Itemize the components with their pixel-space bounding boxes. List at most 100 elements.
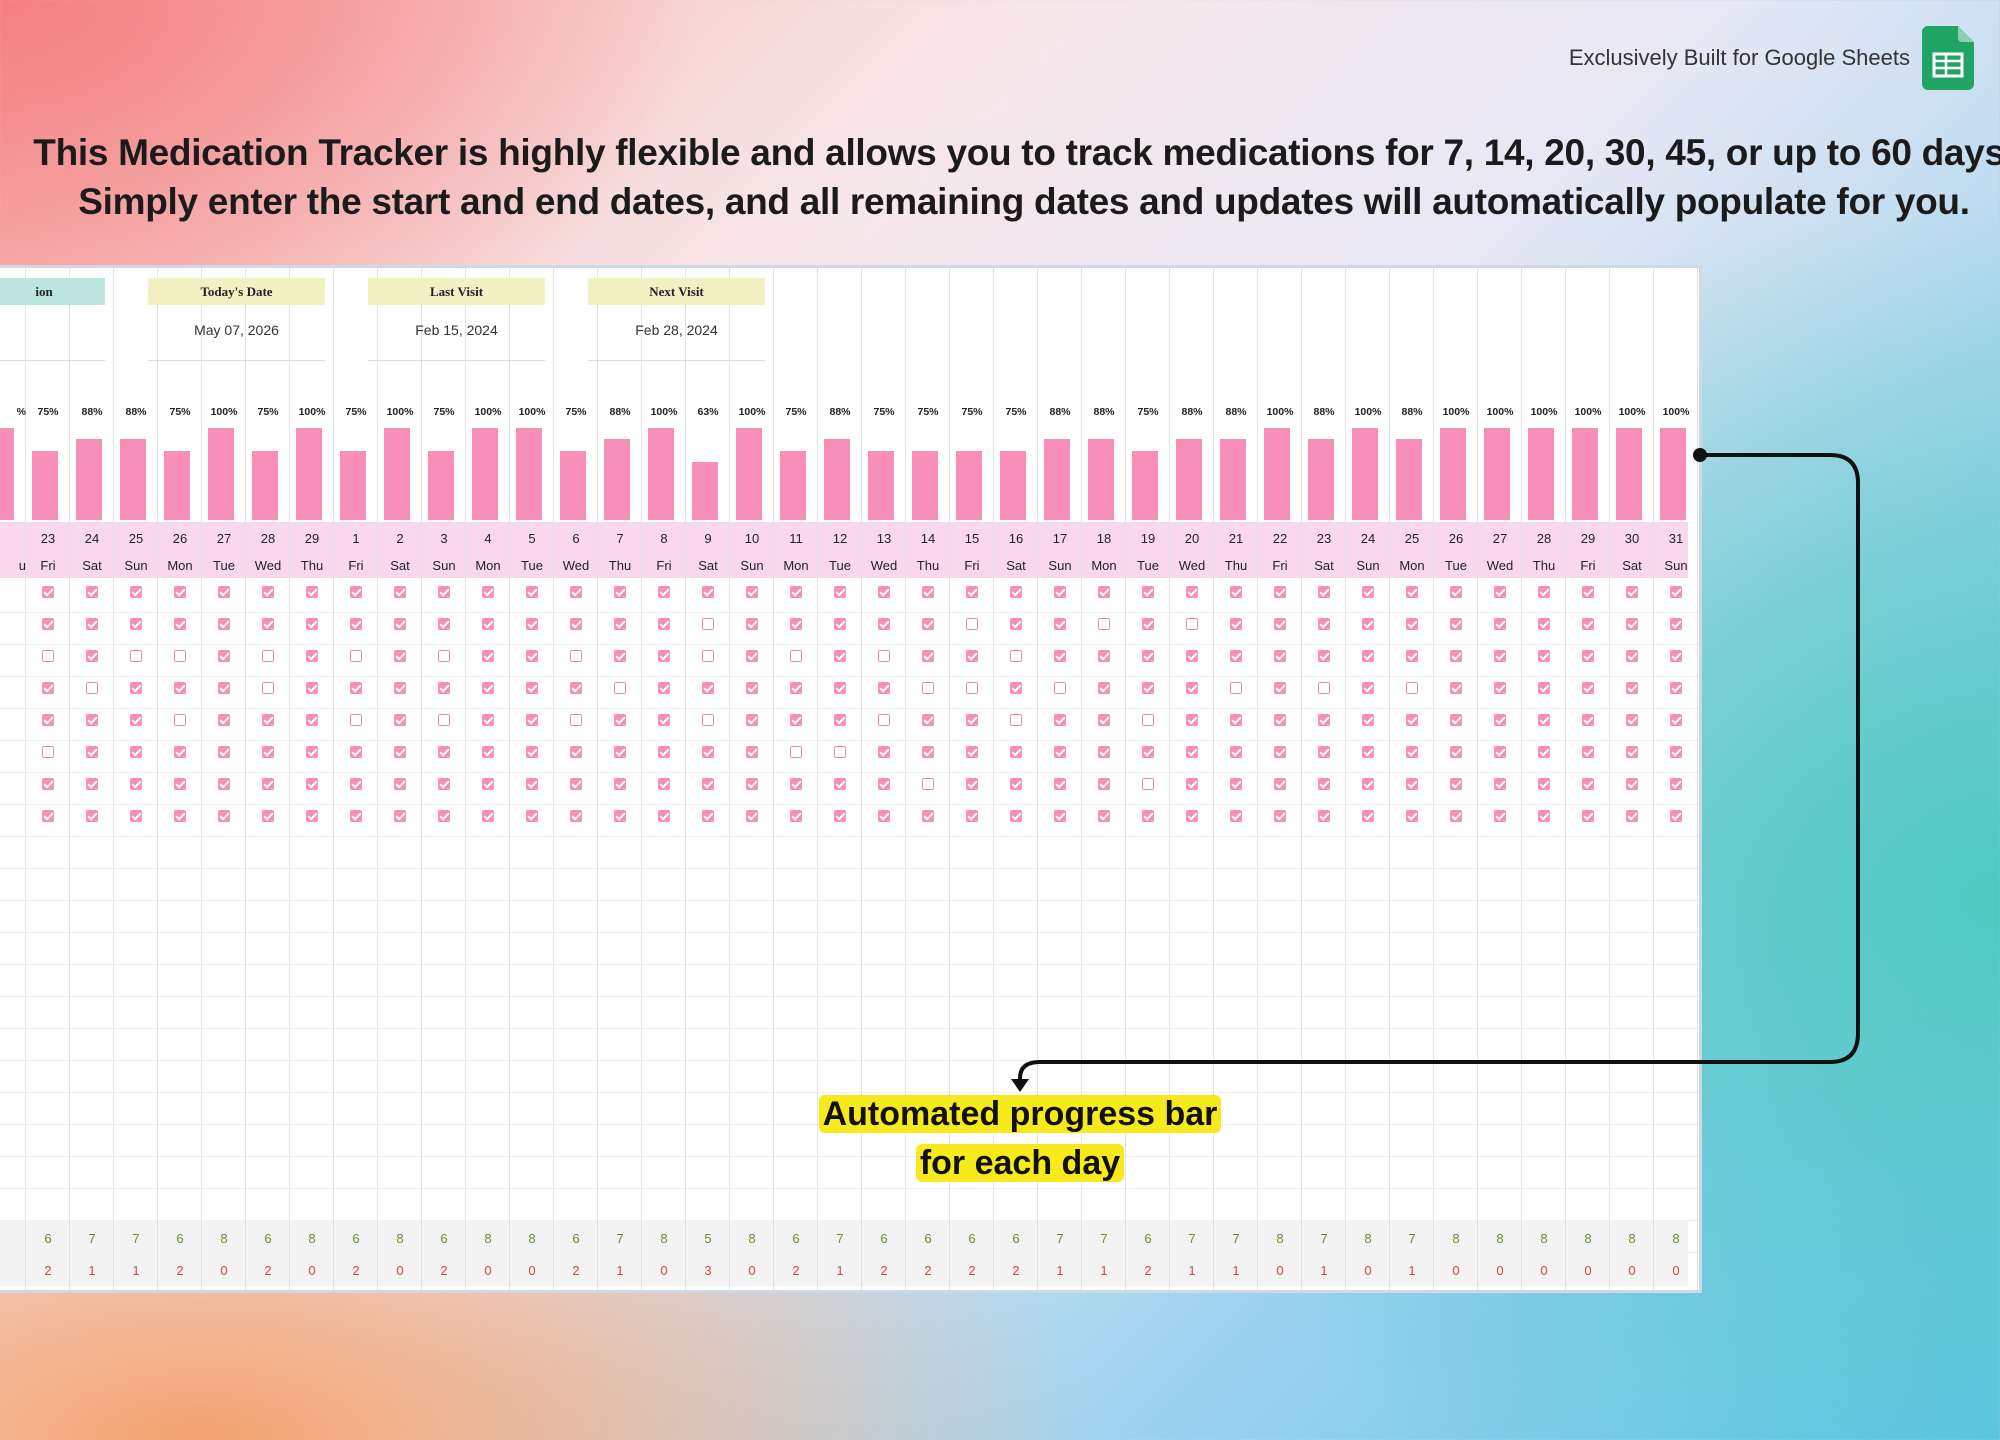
dose-checkbox[interactable] (702, 586, 714, 598)
dose-checkbox[interactable] (1362, 778, 1374, 790)
dose-checkbox[interactable] (130, 810, 142, 822)
dose-checkbox[interactable] (1318, 778, 1330, 790)
dose-checkbox[interactable] (86, 650, 98, 662)
dose-checkbox[interactable] (1010, 714, 1022, 726)
dose-checkbox[interactable] (790, 682, 802, 694)
dose-checkbox[interactable] (1274, 714, 1286, 726)
dose-checkbox[interactable] (1670, 586, 1682, 598)
dose-checkbox[interactable] (702, 714, 714, 726)
dose-checkbox[interactable] (570, 586, 582, 598)
dose-checkbox[interactable] (746, 746, 758, 758)
dose-checkbox[interactable] (1406, 746, 1418, 758)
dose-checkbox[interactable] (702, 650, 714, 662)
dose-checkbox[interactable] (1098, 778, 1110, 790)
dose-checkbox[interactable] (746, 810, 758, 822)
dose-checkbox[interactable] (174, 650, 186, 662)
dose-checkbox[interactable] (1362, 746, 1374, 758)
dose-checkbox[interactable] (262, 586, 274, 598)
dose-checkbox[interactable] (86, 810, 98, 822)
dose-checkbox[interactable] (130, 714, 142, 726)
dose-checkbox[interactable] (42, 778, 54, 790)
dose-checkbox[interactable] (1362, 714, 1374, 726)
dose-checkbox[interactable] (1582, 682, 1594, 694)
dose-checkbox[interactable] (1142, 714, 1154, 726)
dose-checkbox[interactable] (438, 746, 450, 758)
dose-checkbox[interactable] (1670, 682, 1682, 694)
dose-checkbox[interactable] (42, 810, 54, 822)
dose-checkbox[interactable] (482, 618, 494, 630)
dose-checkbox[interactable] (834, 586, 846, 598)
dose-checkbox[interactable] (1274, 682, 1286, 694)
dose-checkbox[interactable] (1538, 586, 1550, 598)
dose-checkbox[interactable] (1186, 778, 1198, 790)
dose-checkbox[interactable] (218, 714, 230, 726)
dose-checkbox[interactable] (966, 746, 978, 758)
dose-checkbox[interactable] (1054, 746, 1066, 758)
dose-checkbox[interactable] (394, 778, 406, 790)
dose-checkbox[interactable] (1186, 810, 1198, 822)
dose-checkbox[interactable] (394, 682, 406, 694)
dose-checkbox[interactable] (1626, 746, 1638, 758)
dose-checkbox[interactable] (1538, 810, 1550, 822)
dose-checkbox[interactable] (482, 778, 494, 790)
dose-checkbox[interactable] (1362, 682, 1374, 694)
dose-checkbox[interactable] (1098, 746, 1110, 758)
dose-checkbox[interactable] (1582, 810, 1594, 822)
dose-checkbox[interactable] (482, 810, 494, 822)
dose-checkbox[interactable] (394, 714, 406, 726)
dose-checkbox[interactable] (570, 618, 582, 630)
dose-checkbox[interactable] (1670, 810, 1682, 822)
dose-checkbox[interactable] (746, 618, 758, 630)
dose-checkbox[interactable] (1626, 586, 1638, 598)
dose-checkbox[interactable] (262, 650, 274, 662)
dose-checkbox[interactable] (1494, 714, 1506, 726)
dose-checkbox[interactable] (42, 618, 54, 630)
dose-checkbox[interactable] (1142, 778, 1154, 790)
dose-checkbox[interactable] (1274, 618, 1286, 630)
dose-checkbox[interactable] (1362, 650, 1374, 662)
dose-checkbox[interactable] (394, 586, 406, 598)
dose-checkbox[interactable] (1626, 682, 1638, 694)
dose-checkbox[interactable] (570, 810, 582, 822)
dose-checkbox[interactable] (1626, 810, 1638, 822)
dose-checkbox[interactable] (1230, 650, 1242, 662)
dose-checkbox[interactable] (526, 746, 538, 758)
dose-checkbox[interactable] (218, 618, 230, 630)
dose-checkbox[interactable] (1450, 618, 1462, 630)
dose-checkbox[interactable] (1318, 682, 1330, 694)
dose-checkbox[interactable] (86, 618, 98, 630)
dose-checkbox[interactable] (438, 714, 450, 726)
dose-checkbox[interactable] (1450, 714, 1462, 726)
dose-checkbox[interactable] (1670, 746, 1682, 758)
dose-checkbox[interactable] (86, 746, 98, 758)
dose-checkbox[interactable] (658, 618, 670, 630)
dose-checkbox[interactable] (1230, 618, 1242, 630)
dose-checkbox[interactable] (834, 778, 846, 790)
dose-checkbox[interactable] (966, 586, 978, 598)
dose-checkbox[interactable] (570, 746, 582, 758)
dose-checkbox[interactable] (130, 682, 142, 694)
dose-checkbox[interactable] (218, 778, 230, 790)
dose-checkbox[interactable] (614, 778, 626, 790)
dose-checkbox[interactable] (1186, 746, 1198, 758)
dose-checkbox[interactable] (1406, 810, 1418, 822)
dose-checkbox[interactable] (658, 778, 670, 790)
dose-checkbox[interactable] (130, 586, 142, 598)
dose-checkbox[interactable] (1142, 682, 1154, 694)
dose-checkbox[interactable] (262, 682, 274, 694)
dose-checkbox[interactable] (86, 778, 98, 790)
dose-checkbox[interactable] (614, 810, 626, 822)
dose-checkbox[interactable] (1186, 586, 1198, 598)
dose-checkbox[interactable] (966, 810, 978, 822)
dose-checkbox[interactable] (878, 714, 890, 726)
dose-checkbox[interactable] (394, 810, 406, 822)
dose-checkbox[interactable] (1318, 746, 1330, 758)
dose-checkbox[interactable] (1582, 714, 1594, 726)
dose-checkbox[interactable] (482, 650, 494, 662)
dose-checkbox[interactable] (1582, 778, 1594, 790)
dose-checkbox[interactable] (1098, 618, 1110, 630)
dose-checkbox[interactable] (1010, 650, 1022, 662)
dose-checkbox[interactable] (878, 810, 890, 822)
dose-checkbox[interactable] (1494, 746, 1506, 758)
dose-checkbox[interactable] (1670, 714, 1682, 726)
